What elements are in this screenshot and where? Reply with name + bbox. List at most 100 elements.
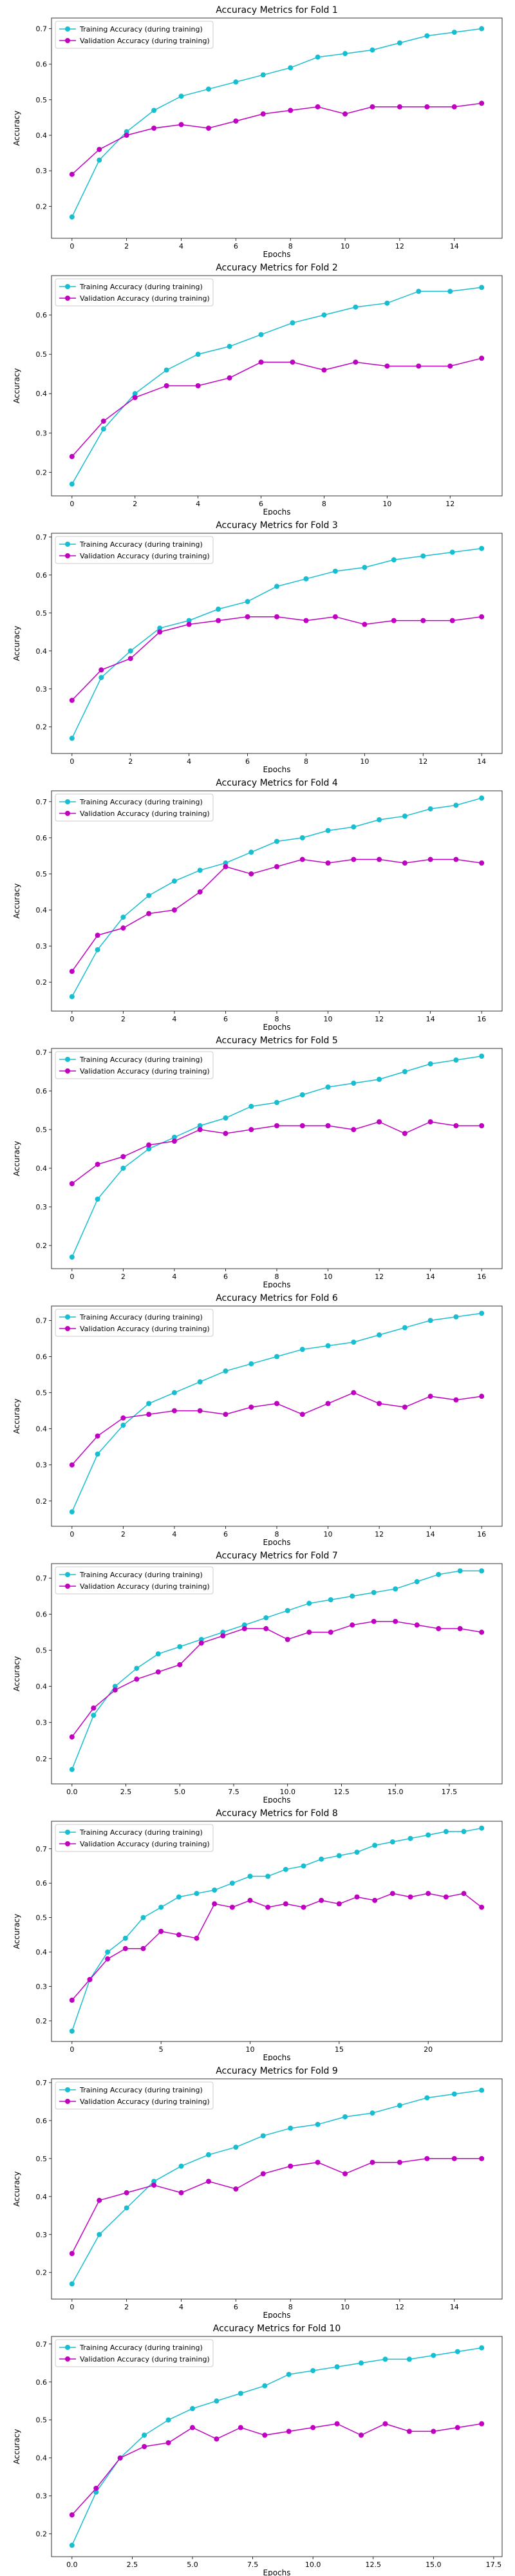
x-tick-label: 2 <box>121 1273 126 1281</box>
x-axis-label: Epochs <box>263 250 291 258</box>
data-point-training <box>95 1451 100 1457</box>
plot-area <box>51 17 503 239</box>
data-point-validation <box>214 2436 220 2442</box>
data-point-validation <box>436 1625 442 1631</box>
data-point-training <box>146 893 152 898</box>
legend-label: Validation Accuracy (during training) <box>80 1582 210 1591</box>
data-point-validation <box>155 1669 161 1675</box>
x-tick-label: 15 <box>335 2045 344 2054</box>
data-point-training <box>328 1597 333 1603</box>
data-point-validation <box>426 1891 431 1897</box>
data-point-validation <box>263 1625 269 1631</box>
data-point-training <box>436 1571 442 1577</box>
series-line-validation <box>71 1893 482 2001</box>
data-point-training <box>454 2349 460 2354</box>
data-point-validation <box>414 1622 420 1628</box>
data-point-training <box>351 824 357 830</box>
chart-fold-9: Accuracy Metrics for Fold 9 0 2 4 6 8 10 12 14 0.… <box>12 2066 503 2318</box>
data-point-training <box>371 1589 377 1595</box>
data-point-validation <box>372 1897 378 1903</box>
data-point-training <box>69 2543 75 2548</box>
data-point-training <box>420 553 426 559</box>
y-tick-label: 0.4 <box>36 1948 48 1956</box>
data-point-training <box>351 1340 357 1345</box>
data-point-validation <box>420 618 426 623</box>
x-axis-label: Epochs <box>263 2311 291 2318</box>
data-point-validation <box>105 1956 111 1962</box>
y-tick-label: 0.3 <box>36 2492 48 2501</box>
data-point-training <box>151 2179 157 2184</box>
y-tick-label: 0.3 <box>36 685 48 694</box>
data-point-training <box>248 1361 254 1367</box>
legend-box <box>55 278 214 307</box>
y-tick-label: 0.3 <box>36 167 48 175</box>
data-point-validation <box>205 126 211 131</box>
legend-swatch-marker <box>65 1057 70 1062</box>
chart-fold-3: Accuracy Metrics for Fold 3 0 2 4 6 8 10 12 14 0.… <box>12 520 503 773</box>
data-point-validation <box>407 1894 413 1900</box>
data-point-training <box>233 2145 239 2150</box>
data-point-training <box>214 2398 220 2404</box>
data-point-training <box>189 2406 195 2412</box>
data-point-training <box>319 1856 324 1862</box>
y-tick-label: 0.6 <box>36 2117 48 2125</box>
data-point-validation <box>406 2429 412 2434</box>
y-axis-label: Accuracy <box>12 1141 21 1177</box>
legend-swatch-marker <box>65 1326 70 1331</box>
x-tick-label: 14 <box>450 242 459 251</box>
data-point-training <box>97 2231 102 2237</box>
data-point-validation <box>241 1625 247 1631</box>
data-point-training <box>424 33 430 39</box>
y-tick-label: 0.2 <box>36 1755 48 1763</box>
chart-title: Accuracy Metrics for Fold 1 <box>216 5 338 15</box>
data-point-training <box>124 2205 129 2211</box>
y-tick-label: 0.7 <box>36 1048 48 1057</box>
x-tick-label: 12.5 <box>365 2561 381 2569</box>
data-point-validation <box>306 1629 312 1635</box>
data-point-validation <box>288 108 294 113</box>
data-point-training <box>342 2114 348 2119</box>
data-point-validation <box>171 1408 177 1414</box>
y-axis-label: Accuracy <box>12 1656 21 1692</box>
data-point-training <box>479 545 485 551</box>
legend: Training Accuracy (during training) Valid… <box>55 2339 214 2367</box>
data-point-validation <box>247 1897 253 1903</box>
x-axis-label: Epochs <box>263 2053 291 2061</box>
x-tick-label: 16 <box>477 1015 486 1023</box>
data-point-validation <box>290 359 295 365</box>
data-point-training <box>332 568 338 574</box>
data-point-training <box>370 47 375 53</box>
data-point-training <box>248 1104 254 1109</box>
plot-area <box>51 1563 503 1785</box>
series-line-training <box>71 1827 482 2032</box>
chart-fold-7: Accuracy Metrics for Fold 7 0.0 2.5 5.0 7.5 1… <box>12 1551 503 1803</box>
y-tick-label: 0.5 <box>36 2416 48 2425</box>
y-tick-label: 0.5 <box>36 1389 48 1397</box>
data-point-validation <box>315 104 321 109</box>
y-tick-label: 0.2 <box>36 1242 48 1250</box>
data-point-training <box>176 1894 182 1900</box>
x-tick-label: 4 <box>172 1015 176 1023</box>
data-point-validation <box>449 618 455 623</box>
data-point-training <box>97 157 102 163</box>
data-point-training <box>132 391 138 397</box>
y-tick-label: 0.7 <box>36 1574 48 1582</box>
data-point-training <box>427 806 433 812</box>
x-tick-label: 2 <box>124 242 129 251</box>
data-point-training <box>315 2121 321 2127</box>
chart-fold-10: Accuracy Metrics for Fold 10 0.0 2.5 5.0 7.5… <box>12 2324 503 2576</box>
legend-label: Training Accuracy (during training) <box>79 2086 203 2094</box>
chart-title: Accuracy Metrics for Fold 7 <box>216 1551 338 1561</box>
data-point-training <box>479 285 485 290</box>
data-point-validation <box>69 697 75 703</box>
legend-label: Validation Accuracy (during training) <box>80 810 210 818</box>
data-point-training <box>140 1915 146 1920</box>
data-point-validation <box>393 1618 398 1624</box>
data-point-validation <box>194 1935 200 1941</box>
data-point-training <box>334 2364 340 2370</box>
x-tick-label: 8 <box>322 500 326 508</box>
legend-swatch-marker <box>65 1572 70 1577</box>
x-tick-label: 12 <box>395 2303 404 2311</box>
y-tick-label: 0.7 <box>36 533 48 542</box>
data-point-validation <box>205 2179 211 2184</box>
